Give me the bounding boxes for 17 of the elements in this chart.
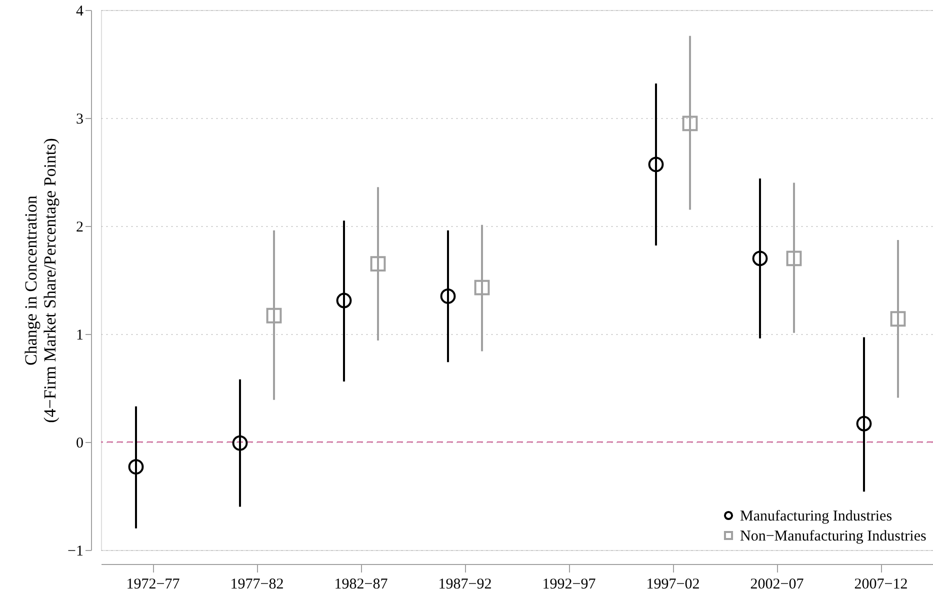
x-tick-label: 1997−02 [646,576,700,592]
legend-label: Non−Manufacturing Industries [740,528,926,544]
x-tick-label: 2007−12 [854,576,908,592]
y-tick-label: 4 [76,4,84,20]
legend-label: Manufacturing Industries [740,508,892,524]
y-tick-label: −1 [68,544,84,560]
y-axis-title: Change in Concentration (4−Firm Market Share/Percentage Points) [22,138,60,423]
x-tick-label: 1982−87 [334,576,388,592]
y-tick-label: 3 [76,112,84,128]
x-tick-label: 1987−92 [438,576,492,592]
y-tick-label: 1 [76,328,84,344]
x-tick-label: 1992−97 [542,576,596,592]
y-tick-label: 0 [76,436,84,452]
y-tick-label: 2 [76,220,84,236]
x-tick-label: 1972−77 [126,576,180,592]
x-tick-label: 2002−07 [750,576,804,592]
x-tick-label: 1977−82 [230,576,284,592]
